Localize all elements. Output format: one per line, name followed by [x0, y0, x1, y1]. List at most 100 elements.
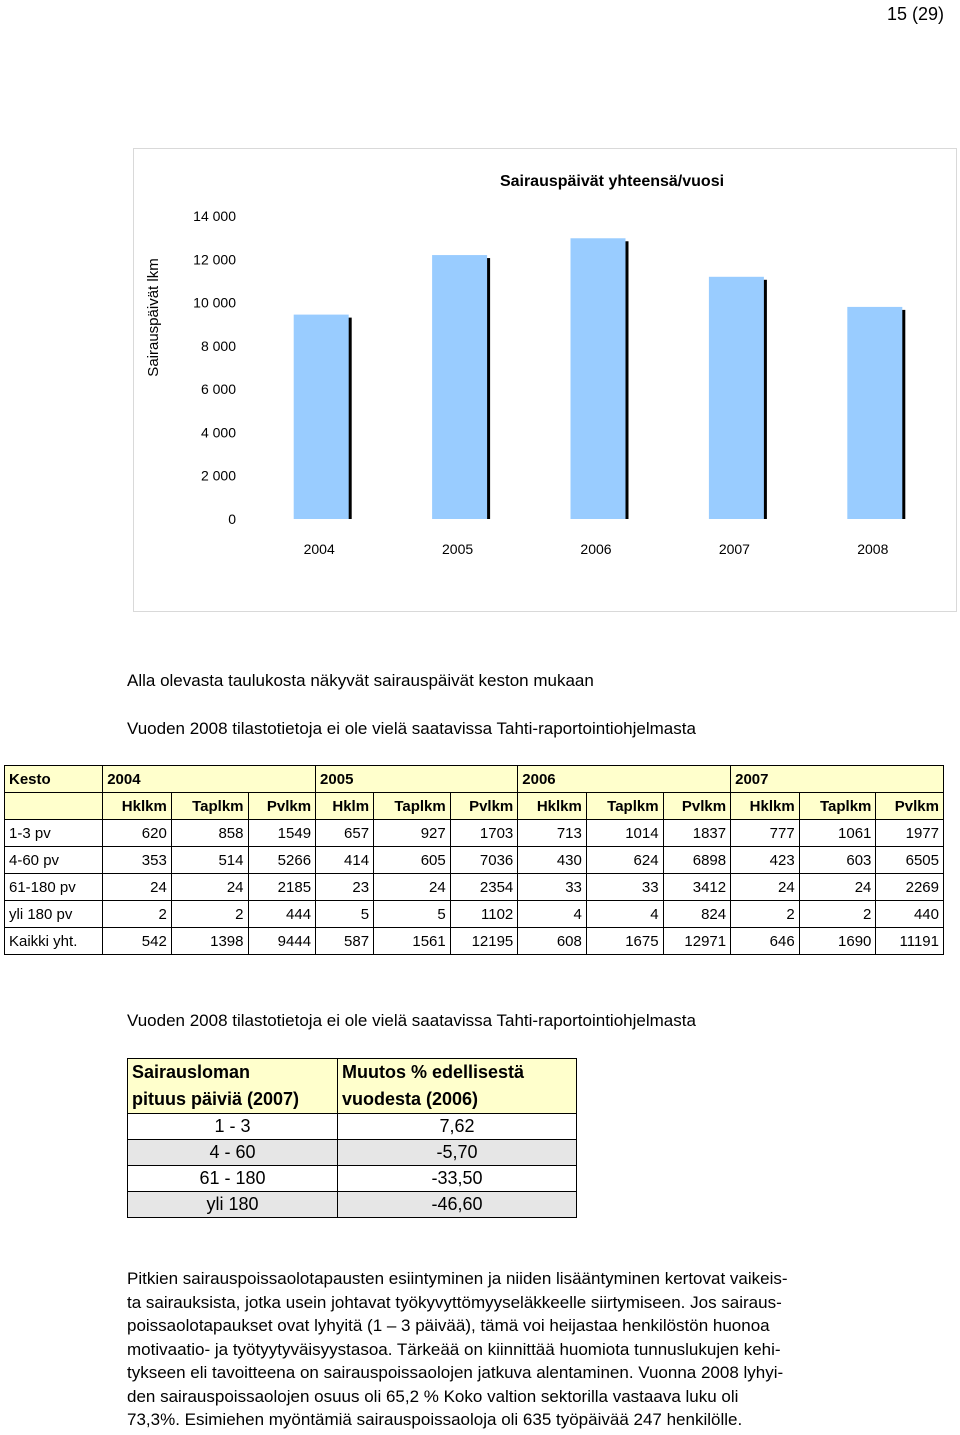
body-paragraph: Pitkien sairauspoissaolotapausten esiint…	[127, 1267, 942, 1432]
table-cell: 423	[730, 846, 800, 874]
table-cell: 1690	[798, 927, 877, 955]
change-table-header: Sairausloman pituus päiviä (2007) Muutos…	[127, 1058, 577, 1114]
year-filler	[248, 765, 317, 793]
table-cell: 5	[315, 900, 375, 928]
column-header: Taplkm	[373, 792, 451, 820]
y-tick-label: 0	[228, 511, 236, 527]
table-cell: 2354	[449, 873, 519, 901]
change-head-left-line2: pituus päiviä (2007)	[132, 1089, 300, 1109]
table-cell: 444	[247, 900, 317, 928]
bar-2005	[432, 255, 488, 519]
change-head-right: Muutos % edellisestä vuodesta (2006)	[337, 1058, 577, 1114]
table-cell: 24	[102, 873, 172, 901]
change-range: 61 - 180	[127, 1165, 338, 1192]
change-table: Sairausloman pituus päiviä (2007) Muutos…	[127, 1058, 577, 1218]
change-range: yli 180	[127, 1191, 338, 1218]
table-cell: 713	[517, 819, 587, 847]
column-header: Taplkm	[585, 792, 664, 820]
row-label: 1-3 pv	[3, 819, 104, 847]
y-tick-label: 8 000	[201, 338, 236, 354]
body-line: poissaolotapaukset ovat lyhyitä (1 – 3 p…	[127, 1316, 770, 1335]
table-cell: 11191	[875, 927, 944, 955]
table-cell: 587	[315, 927, 375, 955]
table-cell: 1703	[449, 819, 519, 847]
table-cell: 542	[102, 927, 172, 955]
table-cell: 3412	[662, 873, 732, 901]
table-row: yli 180 pv 2 2 444 5 5 1102 4 4 824 2 2 440	[3, 900, 944, 928]
change-value: -33,50	[337, 1165, 577, 1192]
table-cell: 2185	[247, 873, 317, 901]
table-row: 4-60 pv 353 514 5266 414 605 7036 430 624 6898 423…	[3, 846, 944, 874]
column-header: Taplkm	[170, 792, 249, 820]
table-row: 1-3 pv 620 858 1549 657 927 1703 713 1014 1837 777…	[3, 819, 944, 847]
table-column-header: Hklkm Taplkm Pvlkm Hklm Taplkm Pvlkm Hkl…	[3, 792, 944, 820]
change-row: yli 180 -46,60	[127, 1191, 577, 1218]
body-line: ta sairauksista, jotka usein johtavat ty…	[127, 1292, 782, 1312]
change-head-right-line1: Muutos % edellisestä	[342, 1062, 525, 1082]
table-cell: 2	[798, 900, 877, 928]
table-cell: 620	[102, 819, 172, 847]
note-line: Vuoden 2008 tilastotietoja ei ole vielä …	[127, 1011, 696, 1030]
table-cell: 353	[102, 846, 172, 874]
table-cell: 12971	[662, 927, 732, 955]
year-filler	[450, 765, 519, 793]
year-2006: 2006	[517, 765, 587, 793]
row-label: 61-180 pv	[3, 873, 104, 901]
table-year-header: Kesto 2004 2005 2006 2007	[3, 765, 944, 793]
table-cell: 2	[102, 900, 172, 928]
sick-days-table: Kesto 2004 2005 2006 2007 Hklkm Taplkm P…	[3, 765, 944, 955]
column-header: Pvlkm	[662, 792, 732, 820]
y-tick-label: 4 000	[201, 424, 236, 440]
table-cell: 624	[585, 846, 664, 874]
column-header: Hklkm	[517, 792, 587, 820]
bar-2004	[293, 314, 349, 519]
table-cell: 4	[517, 900, 587, 928]
body-line: den sairauspoissaolojen osuus oli 65,2 %…	[127, 1386, 739, 1406]
change-value: -46,60	[337, 1191, 577, 1218]
table-cell: 24	[373, 873, 451, 901]
table-cell: 608	[517, 927, 587, 955]
year-filler	[586, 765, 664, 793]
table-cell: 603	[798, 846, 877, 874]
table-cell: 1102	[449, 900, 519, 928]
x-tick-label: 2008	[857, 541, 888, 557]
table-cell: 1549	[247, 819, 317, 847]
column-header-empty	[3, 792, 104, 820]
year-filler	[171, 765, 248, 793]
intro-line-2: Vuoden 2008 tilastotietoja ei ole vielä …	[127, 719, 696, 738]
change-table-body: 1 - 3 7,62 4 - 60 -5,70 61 - 180 -33,50 yli 18…	[127, 1113, 577, 1218]
row-label: yli 180 pv	[3, 900, 104, 928]
change-row: 61 - 180 -33,50	[127, 1165, 577, 1192]
column-header: Hklkm	[102, 792, 172, 820]
table-corner: Kesto	[3, 765, 104, 793]
table-cell: 33	[517, 873, 587, 901]
table-cell: 777	[730, 819, 800, 847]
table-cell: 927	[373, 819, 451, 847]
x-tick-label: 2007	[719, 541, 750, 557]
y-tick-label: 14 000	[193, 208, 236, 224]
x-tick-label: 2005	[442, 541, 473, 557]
table-cell: 414	[315, 846, 375, 874]
table-cell: 2269	[875, 873, 944, 901]
table-cell: 1675	[585, 927, 664, 955]
y-tick-label: 2 000	[201, 468, 236, 484]
chart-title: Sairauspäivät yhteensä/vuosi	[500, 173, 724, 190]
change-head-left: Sairausloman pituus päiviä (2007)	[127, 1058, 338, 1114]
change-head-left-line1: Sairausloman	[132, 1062, 251, 1082]
column-header: Pvlkm	[449, 792, 519, 820]
y-tick-label: 10 000	[193, 295, 236, 311]
x-tick-label: 2006	[580, 541, 611, 557]
table-cell: 24	[798, 873, 877, 901]
year-filler	[373, 765, 451, 793]
page-number: 15 (29)	[886, 4, 944, 24]
table-body: 1-3 pv 620 858 1549 657 927 1703 713 1014 1837 777…	[3, 819, 944, 955]
table-cell: 6898	[662, 846, 732, 874]
year-filler	[875, 765, 944, 793]
table-cell: 657	[315, 819, 375, 847]
bar-2006	[570, 238, 626, 519]
column-header: Taplkm	[798, 792, 877, 820]
table-cell: 7036	[449, 846, 519, 874]
change-row: 4 - 60 -5,70	[127, 1139, 577, 1166]
y-axis-label: Sairauspäivät lkm	[145, 258, 162, 376]
body-line: Pitkien sairauspoissaolotapausten esiint…	[127, 1269, 788, 1288]
